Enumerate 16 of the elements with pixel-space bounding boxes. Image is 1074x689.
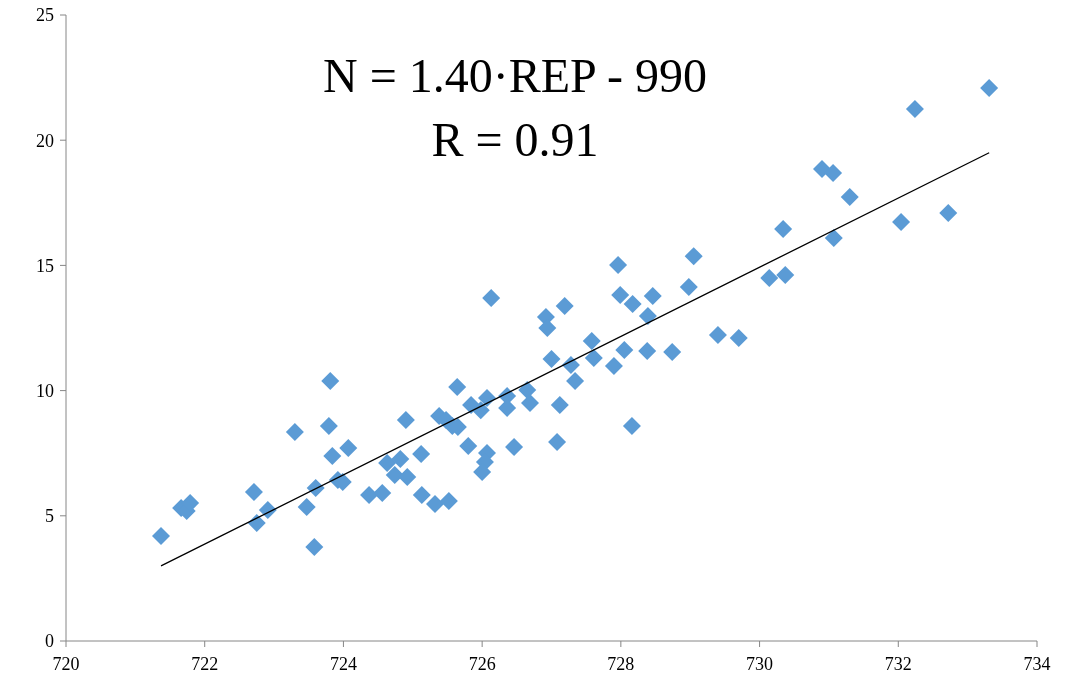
y-tick-label: 25: [36, 5, 54, 26]
annotation: N = 1.40·REP - 990: [323, 49, 707, 102]
x-tick-label: 722: [191, 654, 219, 674]
y-tick-label: 10: [36, 380, 54, 401]
x-tick-label: 728: [607, 654, 635, 674]
x-tick-label: 720: [52, 654, 80, 674]
y-tick-label: 15: [36, 255, 54, 276]
y-tick-label: 0: [45, 631, 54, 652]
x-tick-label: 730: [746, 654, 774, 674]
x-tick-label: 724: [329, 654, 357, 674]
x-tick-label: 732: [884, 654, 912, 674]
y-tick-label: 5: [45, 506, 54, 527]
y-tick-label: 20: [36, 130, 54, 151]
x-tick-label: 734: [1023, 654, 1051, 674]
annotation: R = 0.91: [431, 113, 599, 166]
x-tick-label: 726: [468, 654, 496, 674]
